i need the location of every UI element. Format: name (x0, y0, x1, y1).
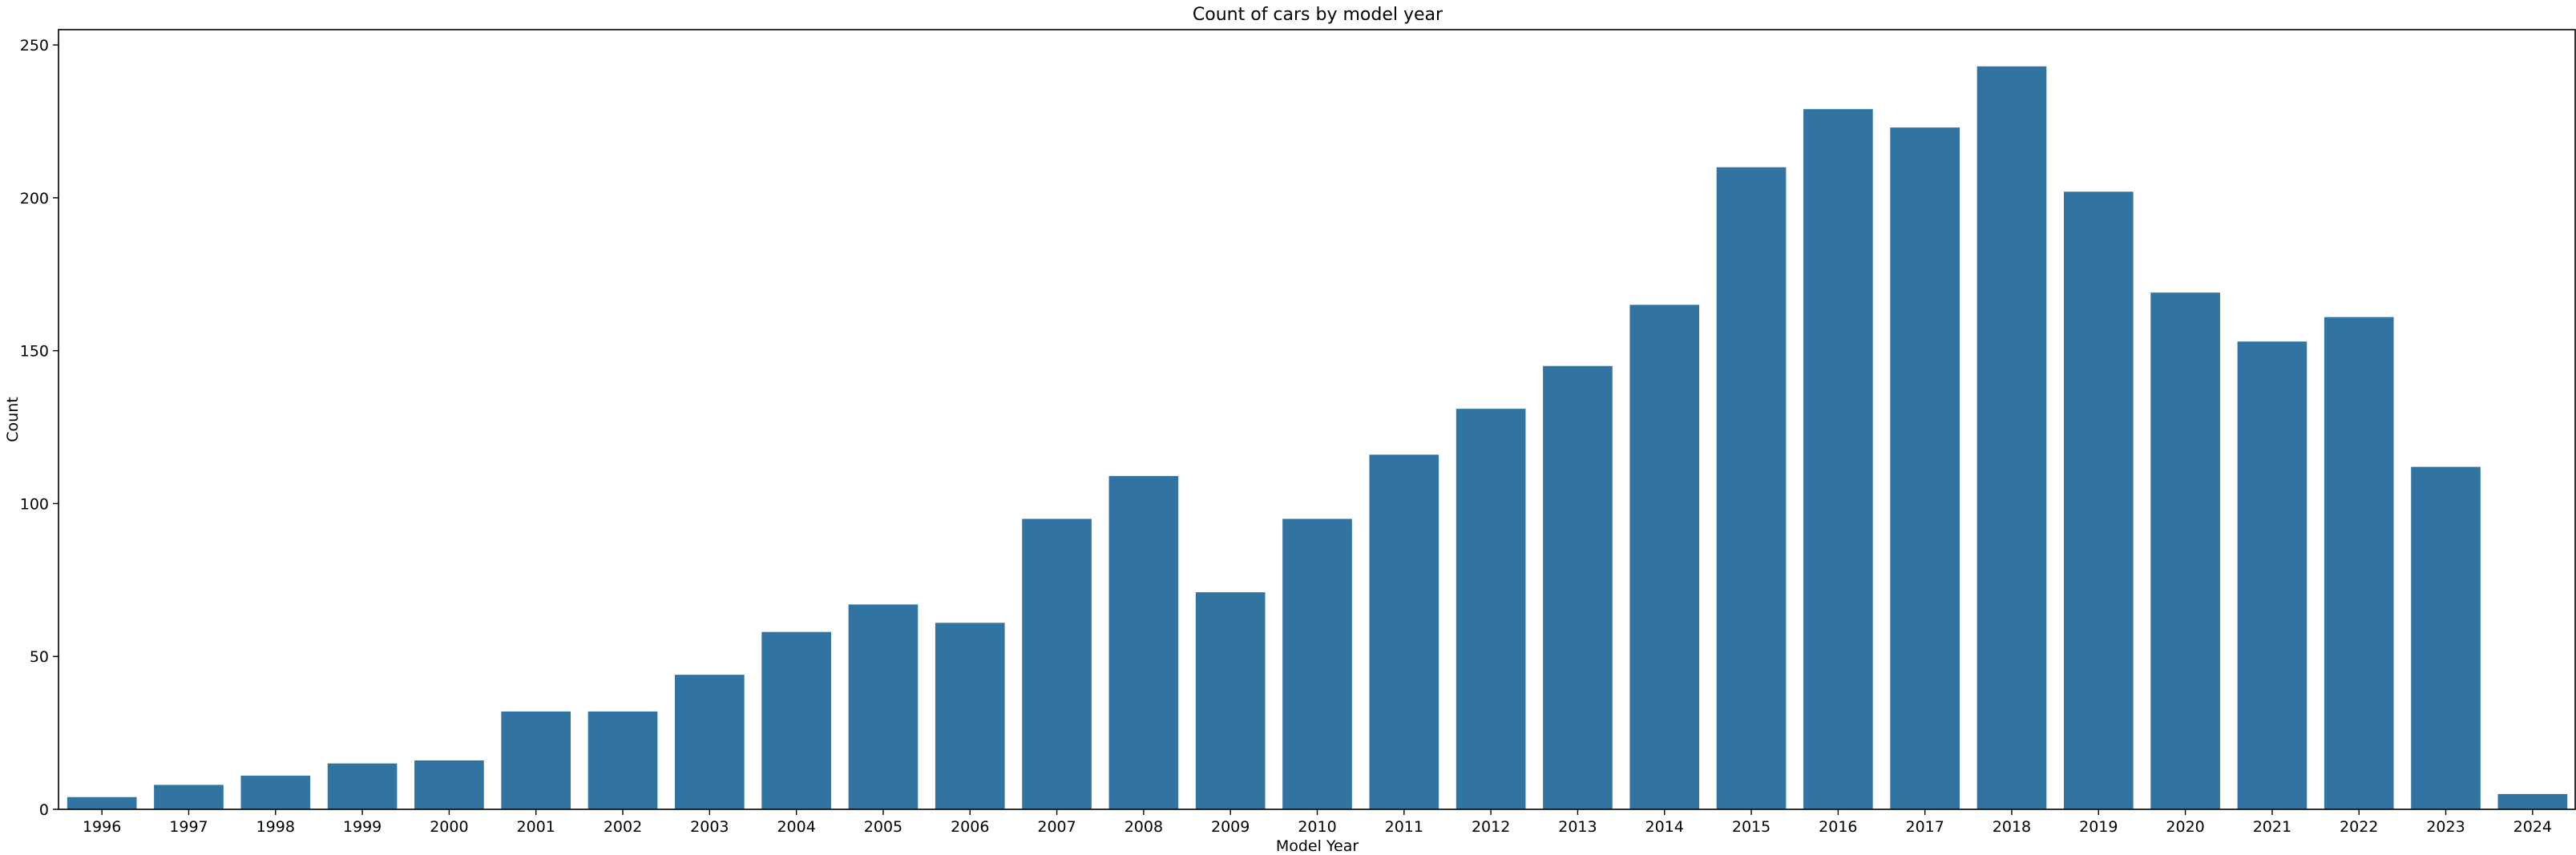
bar-2017 (1890, 127, 1960, 810)
x-tick-label-2024: 2024 (2513, 818, 2552, 836)
x-tick-label-2000: 2000 (430, 818, 468, 836)
x-tick-label-2011: 2011 (1385, 818, 1423, 836)
bar-2012 (1456, 409, 1526, 809)
bar-2016 (1803, 109, 1873, 809)
x-tick-label-2016: 2016 (1819, 818, 1857, 836)
y-tick-label-150: 150 (20, 343, 49, 361)
x-tick-label-2022: 2022 (2340, 818, 2378, 836)
x-tick-label-1998: 1998 (256, 818, 295, 836)
bars-layer (67, 66, 2568, 810)
x-tick-label-2014: 2014 (1645, 818, 1684, 836)
plot-frame (58, 29, 2576, 810)
y-axis: 0 50 100 150 200 250 (20, 37, 59, 819)
bar-2023 (2411, 466, 2481, 809)
x-tick-label-2003: 2003 (690, 818, 729, 836)
y-tick-label-50: 50 (30, 648, 49, 666)
x-tick-label-2021: 2021 (2253, 818, 2291, 836)
x-tick-label-2023: 2023 (2426, 818, 2465, 836)
bar-1998 (240, 776, 311, 809)
x-tick-label-2015: 2015 (1732, 818, 1770, 836)
bar-2021 (2237, 341, 2307, 809)
x-axis-title: Model Year (1276, 837, 1359, 852)
bar-1997 (154, 784, 224, 809)
bar-2002 (587, 711, 658, 809)
bar-2022 (2324, 317, 2394, 809)
x-tick-label-2018: 2018 (1993, 818, 2031, 836)
x-tick-label-1999: 1999 (343, 818, 382, 836)
y-tick-label-100: 100 (20, 495, 49, 513)
bar-2010 (1282, 518, 1352, 809)
x-tick-label-1997: 1997 (169, 818, 208, 836)
bar-2005 (848, 604, 919, 809)
y-tick-label-200: 200 (20, 190, 49, 208)
x-tick-label-2017: 2017 (1905, 818, 1944, 836)
x-tick-label-1996: 1996 (83, 818, 121, 836)
bar-2014 (1629, 304, 1700, 809)
bar-2006 (935, 623, 1005, 809)
x-tick-label-2004: 2004 (777, 818, 815, 836)
x-tick-label-2007: 2007 (1037, 818, 1076, 836)
bar-1999 (327, 763, 398, 809)
x-tick-label-2020: 2020 (2166, 818, 2204, 836)
x-tick-label-2009: 2009 (1211, 818, 1250, 836)
x-tick-label-2010: 2010 (1298, 818, 1336, 836)
y-tick-label-0: 0 (39, 801, 49, 819)
x-tick-label-2012: 2012 (1472, 818, 1510, 836)
x-tick-label-2019: 2019 (2079, 818, 2118, 836)
bar-2003 (675, 675, 745, 809)
bar-2000 (414, 760, 484, 809)
bar-1996 (67, 797, 137, 809)
bar-2004 (761, 631, 831, 809)
bar-2018 (1976, 66, 2047, 810)
y-axis-title: Count (4, 397, 22, 442)
bar-2015 (1716, 167, 1787, 809)
x-tick-label-2008: 2008 (1124, 818, 1163, 836)
x-tick-label-2006: 2006 (951, 818, 989, 836)
bar-2008 (1108, 476, 1179, 809)
bar-2009 (1195, 592, 1266, 809)
chart-title: Count of cars by model year (1193, 5, 1443, 25)
bar-2013 (1543, 365, 1613, 810)
x-tick-label-2005: 2005 (864, 818, 902, 836)
y-tick-label-250: 250 (20, 37, 49, 54)
x-axis: 1996 1997 1998 1999 2000 2001 2002 2003 2004 2005… (83, 809, 2552, 836)
bar-2024 (2497, 793, 2568, 809)
x-tick-label-2001: 2001 (517, 818, 555, 836)
bar-2007 (1022, 518, 1092, 809)
x-tick-label-2013: 2013 (1558, 818, 1597, 836)
bar-2001 (501, 711, 571, 809)
x-tick-label-2002: 2002 (604, 818, 642, 836)
bar-2011 (1369, 454, 1439, 809)
bar-2020 (2150, 292, 2220, 809)
bar-2019 (2063, 192, 2134, 810)
